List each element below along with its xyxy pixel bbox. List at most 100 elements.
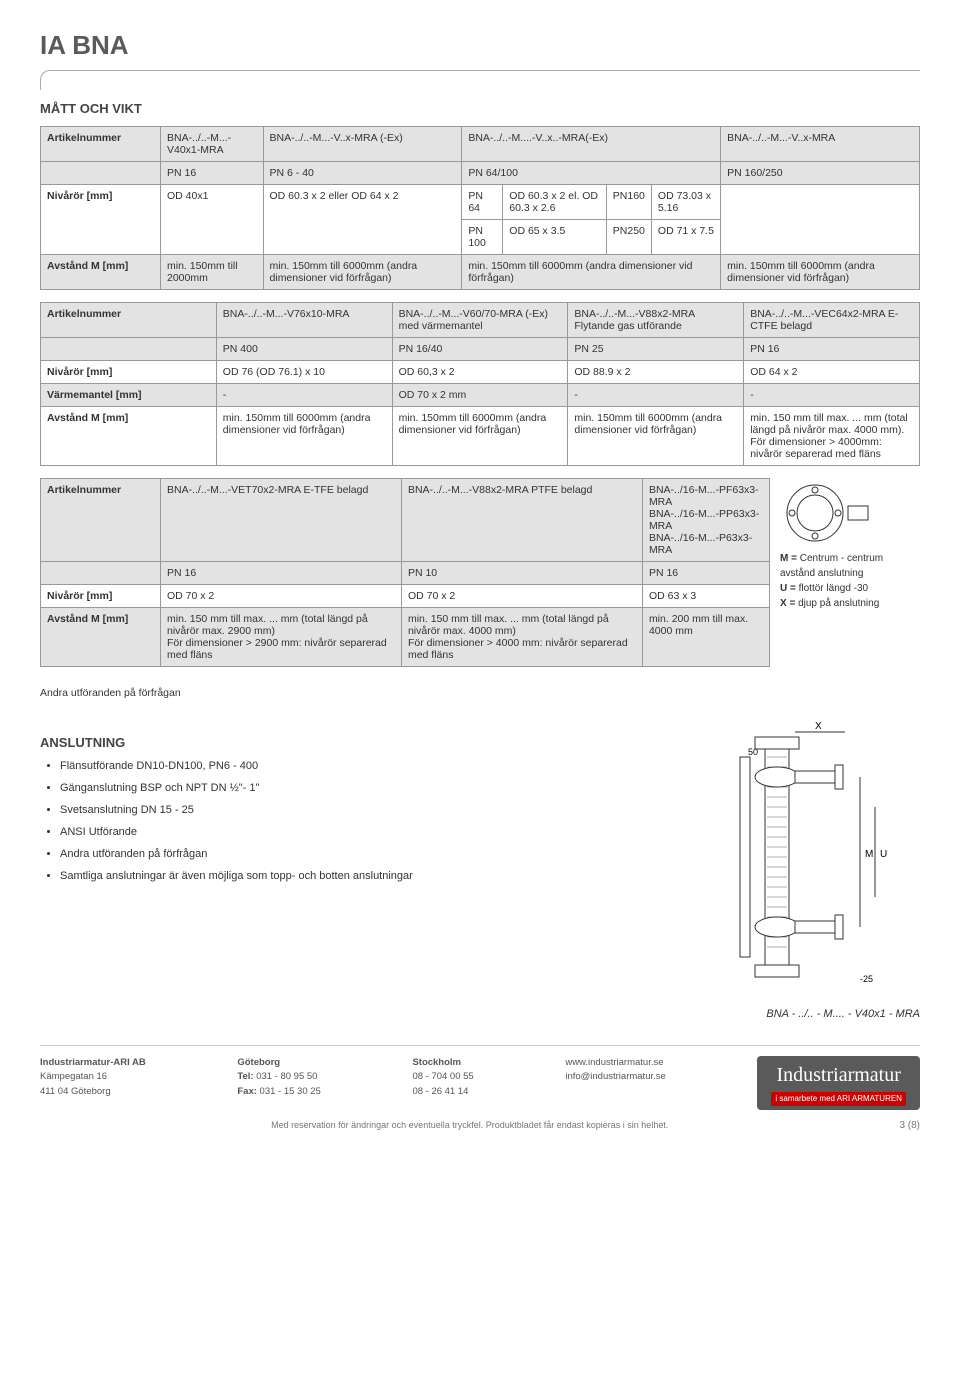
table-cell: OD 73.03 x 5.16 <box>651 185 720 220</box>
table-cell: BNA-../..-M...-VET70x2-MRA E-TFE belagd <box>161 479 402 562</box>
table-cell: BNA-../16-M...-PF63x3-MRA BNA-../16-M...… <box>642 479 769 562</box>
table-cell: min. 200 mm till max. 4000 mm <box>642 608 769 667</box>
table-cell: PN160 <box>606 185 651 220</box>
table-cell: PN 16 <box>744 338 920 361</box>
table-cell <box>41 562 161 585</box>
page-number: 3 (8) <box>899 1120 920 1131</box>
table-cell: Artikelnummer <box>41 479 161 562</box>
spec-table-2: Artikelnummer BNA-../..-M...-V76x10-MRA … <box>40 302 920 466</box>
table-cell: BNA-../..-M...-V60/70-MRA (-Ex) med värm… <box>392 303 568 338</box>
spec-table-1: Artikelnummer BNA-../..-M...-V40x1-MRA B… <box>40 126 920 290</box>
table-cell: min. 150mm till 6000mm (andra dimensione… <box>568 407 744 466</box>
table-cell: PN 160/250 <box>721 162 920 185</box>
corner-decoration <box>40 70 920 90</box>
footer-goteborg: Göteborg Tel: 031 - 80 95 50 Fax: 031 - … <box>237 1056 320 1110</box>
table-cell: PN250 <box>606 220 651 255</box>
table-cell: OD 71 x 7.5 <box>651 220 720 255</box>
table-cell: min. 150mm till 6000mm (andra dimensione… <box>216 407 392 466</box>
table-cell: PN 400 <box>216 338 392 361</box>
technical-drawing: M U X -25 50 BNA - ../.. - M.... - V40x1… <box>700 717 920 1020</box>
svg-text:X: X <box>815 721 822 732</box>
table-cell: BNA-../..-M...-V88x2-MRA PTFE belagd <box>401 479 642 562</box>
table-cell: OD 60.3 x 2 eller OD 64 x 2 <box>263 185 462 255</box>
list-item: ANSI Utförande <box>60 826 680 838</box>
table-cell <box>41 338 217 361</box>
table-cell: min. 150mm till 6000mm (andra dimensione… <box>392 407 568 466</box>
svg-text:U: U <box>880 849 887 860</box>
table-cell: Avstånd M [mm] <box>41 608 161 667</box>
table-cell: - <box>216 384 392 407</box>
spec-table-3: Artikelnummer BNA-../..-M...-VET70x2-MRA… <box>40 478 770 667</box>
table-cell: PN 64/100 <box>462 162 721 185</box>
list-item: Gänganslutning BSP och NPT DN ½"- 1" <box>60 782 680 794</box>
table-cell: PN 16 <box>161 562 402 585</box>
footer-web: www.industriarmatur.se info@industriarma… <box>565 1056 665 1110</box>
svg-text:M: M <box>865 849 873 860</box>
table-cell: BNA-../..-M...-VEC64x2-MRA E-CTFE belagd <box>744 303 920 338</box>
table-cell: - <box>744 384 920 407</box>
table-cell: Värmemantel [mm] <box>41 384 217 407</box>
disclaimer: Med reservation för ändringar och eventu… <box>40 1120 920 1130</box>
table-cell: min. 150mm till 6000mm (andra dimensione… <box>462 255 721 290</box>
table-cell: PN 10 <box>401 562 642 585</box>
table-cell: OD 70 x 2 <box>401 585 642 608</box>
table-cell: PN 25 <box>568 338 744 361</box>
table-cell: OD 88.9 x 2 <box>568 361 744 384</box>
list-item: Flänsutförande DN10-DN100, PN6 - 400 <box>60 760 680 772</box>
page-title: IA BNA <box>40 30 920 61</box>
table-cell <box>721 185 920 255</box>
table-cell: PN 16/40 <box>392 338 568 361</box>
table-cell: OD 40x1 <box>161 185 264 255</box>
table-header: BNA-../..-M...-V..x-MRA <box>721 127 920 162</box>
table-header: BNA-../..-M....-V..x..-MRA(-Ex) <box>462 127 721 162</box>
table-cell: OD 65 x 3.5 <box>503 220 607 255</box>
connection-list: Flänsutförande DN10-DN100, PN6 - 400 Gän… <box>40 760 680 882</box>
table-header: Artikelnummer <box>41 127 161 162</box>
footer-logo: Industriarmatur i samarbete med ARI ARMA… <box>757 1056 920 1110</box>
part-number-label: BNA - ../.. - M.... - V40x1 - MRA <box>700 1008 920 1020</box>
table-cell: Nivårör [mm] <box>41 361 217 384</box>
table-cell: Avstånd M [mm] <box>41 407 217 466</box>
table-cell: Nivårör [mm] <box>41 185 161 255</box>
table-cell: min. 150mm till 6000mm (andra dimensione… <box>263 255 462 290</box>
table-cell: Artikelnummer <box>41 303 217 338</box>
list-item: Svetsanslutning DN 15 - 25 <box>60 804 680 816</box>
table-cell: PN 100 <box>462 220 503 255</box>
footer-stockholm: Stockholm 08 - 704 00 55 08 - 26 41 14 <box>412 1056 473 1110</box>
table-cell: OD 76 (OD 76.1) x 10 <box>216 361 392 384</box>
list-item: Andra utföranden på förfrågan <box>60 848 680 860</box>
table-header: BNA-../..-M...-V..x-MRA (-Ex) <box>263 127 462 162</box>
table-cell: Nivårör [mm] <box>41 585 161 608</box>
table-cell: OD 60.3 x 2 el. OD 60.3 x 2.6 <box>503 185 607 220</box>
table-cell: PN 64 <box>462 185 503 220</box>
table-cell: OD 63 x 3 <box>642 585 769 608</box>
table-cell: Avstånd M [mm] <box>41 255 161 290</box>
footer-company: Industriarmatur-ARI AB Kämpegatan 16 411… <box>40 1056 146 1110</box>
table-cell: min. 150 mm till max. ... mm (total läng… <box>401 608 642 667</box>
table-cell: PN 6 - 40 <box>263 162 462 185</box>
svg-text:-25: -25 <box>860 974 873 984</box>
table-cell: OD 70 x 2 mm <box>392 384 568 407</box>
table-cell: OD 60,3 x 2 <box>392 361 568 384</box>
section-title-connection: ANSLUTNING <box>40 735 680 750</box>
table-header: BNA-../..-M...-V40x1-MRA <box>161 127 264 162</box>
table-cell: BNA-../..-M...-V88x2-MRA Flytande gas ut… <box>568 303 744 338</box>
table-cell: BNA-../..-M...-V76x10-MRA <box>216 303 392 338</box>
dimension-legend: M = Centrum - centrum avstånd anslutning… <box>780 551 920 611</box>
table-cell: PN 16 <box>161 162 264 185</box>
table-cell: OD 70 x 2 <box>161 585 402 608</box>
list-item: Samtliga anslutningar är även möjliga so… <box>60 870 680 882</box>
table-cell: min. 150 mm till max. ... mm (total läng… <box>161 608 402 667</box>
page-footer: Industriarmatur-ARI AB Kämpegatan 16 411… <box>40 1045 920 1110</box>
table-cell: OD 64 x 2 <box>744 361 920 384</box>
flange-diagram-small: M = Centrum - centrum avstånd anslutning… <box>780 478 920 679</box>
table-cell: - <box>568 384 744 407</box>
table-cell: min. 150 mm till max. ... mm (total läng… <box>744 407 920 466</box>
section-title-dimensions: MÅTT OCH VIKT <box>40 101 920 116</box>
table-cell: PN 16 <box>642 562 769 585</box>
table-cell <box>41 162 161 185</box>
note-other-variants: Andra utföranden på förfrågan <box>40 687 920 699</box>
table-cell: min. 150mm till 6000mm (andra dimensione… <box>721 255 920 290</box>
table-cell: min. 150mm till 2000mm <box>161 255 264 290</box>
svg-text:50: 50 <box>748 747 758 757</box>
